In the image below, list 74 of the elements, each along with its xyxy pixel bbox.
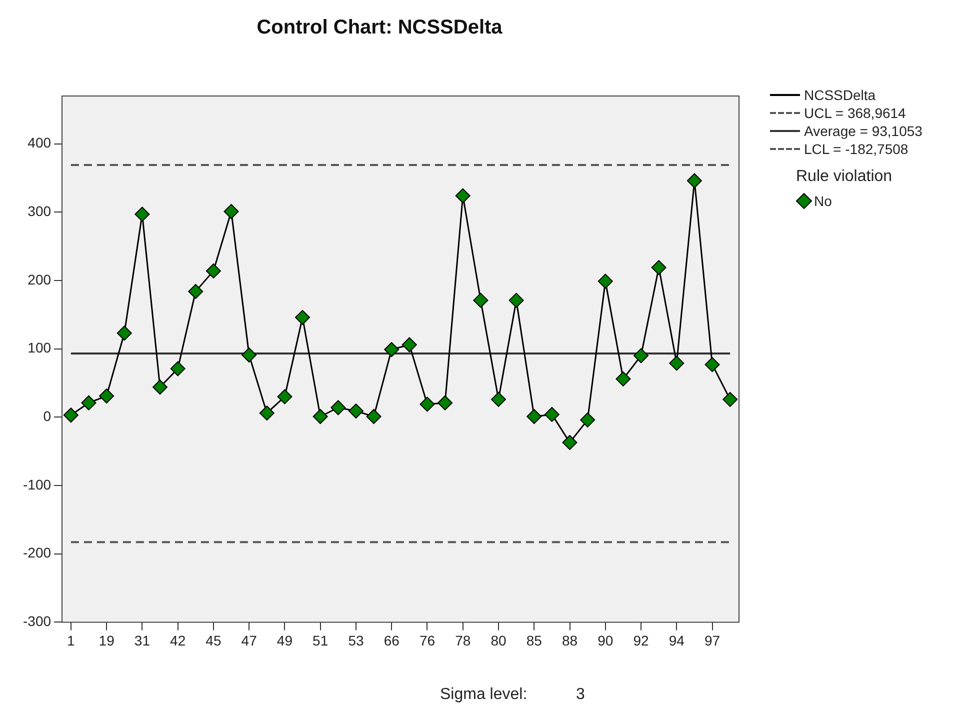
y-tick-label: 100 — [28, 340, 52, 356]
point — [366, 409, 382, 424]
legend-label: No — [814, 193, 832, 209]
point — [544, 406, 560, 422]
text: 3 — [576, 686, 585, 704]
x-tick-label: 80 — [490, 632, 506, 648]
point — [259, 406, 274, 421]
point — [116, 326, 132, 341]
point — [508, 292, 524, 308]
point — [63, 408, 78, 423]
point — [170, 361, 186, 376]
point — [206, 263, 221, 278]
point — [526, 409, 542, 424]
y-tick-label: -100 — [22, 476, 52, 492]
point — [277, 389, 292, 404]
x-tick-label: 1 — [67, 632, 76, 648]
point — [188, 284, 204, 299]
point — [295, 310, 310, 325]
point — [616, 371, 631, 386]
legend-label: NCSSDelta — [804, 87, 876, 103]
point — [402, 337, 417, 352]
legend-label: Average = 93,1053 — [804, 123, 922, 139]
y-tick-label: 400 — [28, 134, 52, 151]
point — [152, 380, 168, 395]
x-tick-label: 66 — [384, 632, 400, 648]
legend-label: UCL = 368,9614 — [804, 105, 906, 121]
x-tick-label: 31 — [134, 632, 150, 648]
point — [348, 404, 364, 419]
point — [651, 260, 666, 276]
point — [134, 206, 150, 222]
x-tick-label: 88 — [562, 632, 578, 648]
y-tick-label: -200 — [22, 544, 52, 561]
x-tick-label: 49 — [276, 632, 293, 648]
legend-title: Rule violation — [796, 168, 894, 186]
point — [704, 357, 720, 372]
point — [81, 395, 96, 410]
point — [384, 342, 400, 358]
legend-label: LCL = -182,7508 — [804, 141, 908, 157]
point — [634, 348, 649, 364]
point — [312, 409, 328, 424]
point — [420, 396, 435, 412]
y-tick-label: 300 — [28, 203, 52, 220]
x-tick-label: 51 — [312, 632, 328, 648]
x-tick-label: 45 — [206, 632, 222, 648]
point — [562, 434, 578, 450]
point — [580, 412, 596, 428]
text: Sigma level: — [440, 686, 528, 704]
x-tick-label: 78 — [455, 632, 471, 648]
x-tick-label: 47 — [241, 632, 258, 648]
point — [455, 188, 470, 204]
point — [473, 292, 488, 308]
x-tick-label: 42 — [170, 632, 186, 648]
point — [722, 392, 738, 407]
x-tick-label: 92 — [633, 632, 650, 648]
y-tick-label: -300 — [22, 613, 52, 630]
point — [438, 395, 453, 410]
point — [242, 348, 257, 362]
x-tick-label: 90 — [598, 632, 614, 648]
x-tick-label: 53 — [348, 632, 364, 648]
point — [490, 392, 506, 407]
point — [330, 400, 346, 416]
point — [99, 388, 114, 404]
y-tick-label: 200 — [28, 271, 52, 288]
point — [224, 204, 239, 219]
x-tick-label: 19 — [98, 632, 115, 648]
x-tick-label: 97 — [704, 632, 720, 648]
x-tick-label: 85 — [526, 632, 542, 648]
point — [669, 356, 684, 371]
y-tick-label: 0 — [43, 408, 52, 424]
x-tick-label: 94 — [668, 632, 685, 648]
x-tick-label: 76 — [419, 632, 436, 648]
chart-title: Control Chart: NCSSDelta — [256, 16, 504, 39]
point — [598, 274, 613, 289]
point — [686, 173, 702, 188]
